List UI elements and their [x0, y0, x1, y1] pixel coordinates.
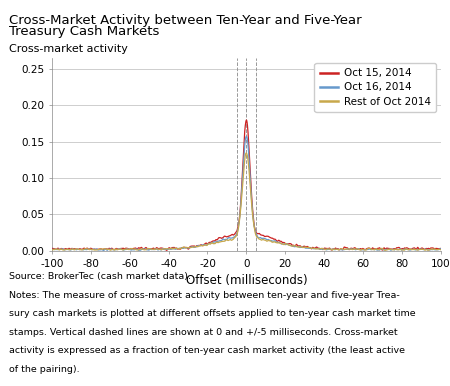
Rest of Oct 2014: [243, 151, 249, 155]
Oct 15, 2014: [228, 233, 234, 237]
Oct 16, 2014: [428, 247, 433, 252]
Text: Source: BrokerTec (cash market data).: Source: BrokerTec (cash market data).: [9, 272, 191, 281]
Oct 15, 2014: [438, 246, 444, 251]
Rest of Oct 2014: [428, 247, 433, 252]
Oct 16, 2014: [49, 247, 54, 252]
Text: stamps. Vertical dashed lines are shown at 0 and +/-5 milliseconds. Cross-market: stamps. Vertical dashed lines are shown …: [9, 328, 398, 337]
Oct 15, 2014: [428, 246, 433, 251]
Oct 16, 2014: [238, 195, 244, 200]
Oct 15, 2014: [427, 247, 432, 251]
Text: of the pairing).: of the pairing).: [9, 365, 80, 374]
Line: Oct 15, 2014: Oct 15, 2014: [52, 120, 441, 251]
Line: Oct 16, 2014: Oct 16, 2014: [52, 137, 441, 251]
Text: Cross-market activity: Cross-market activity: [9, 44, 128, 54]
Line: Rest of Oct 2014: Rest of Oct 2014: [52, 153, 441, 250]
Oct 16, 2014: [69, 247, 74, 252]
Oct 16, 2014: [438, 246, 444, 251]
Text: sury cash markets is plotted at different offsets applied to ten-year cash marke: sury cash markets is plotted at differen…: [9, 309, 416, 318]
Oct 15, 2014: [356, 247, 361, 252]
Rest of Oct 2014: [427, 247, 432, 252]
Oct 15, 2014: [69, 246, 74, 251]
Text: Notes: The measure of cross-market activity between ten-year and five-year Trea-: Notes: The measure of cross-market activ…: [9, 291, 400, 300]
Rest of Oct 2014: [356, 247, 361, 252]
Text: Cross-Market Activity between Ten-Year and Five-Year: Cross-Market Activity between Ten-Year a…: [9, 14, 362, 27]
Oct 16, 2014: [427, 247, 432, 252]
Oct 15, 2014: [244, 118, 249, 122]
Rest of Oct 2014: [228, 237, 234, 242]
Oct 16, 2014: [243, 134, 249, 139]
Oct 16, 2014: [101, 248, 106, 253]
Rest of Oct 2014: [49, 247, 54, 252]
Text: Treasury Cash Markets: Treasury Cash Markets: [9, 25, 159, 38]
Rest of Oct 2014: [69, 247, 74, 252]
Oct 16, 2014: [356, 247, 361, 251]
Rest of Oct 2014: [382, 248, 388, 252]
Oct 15, 2014: [164, 248, 169, 253]
Oct 15, 2014: [238, 193, 244, 197]
X-axis label: Offset (milliseconds): Offset (milliseconds): [185, 274, 307, 287]
Rest of Oct 2014: [238, 203, 244, 207]
Oct 16, 2014: [228, 236, 234, 240]
Text: activity is expressed as a fraction of ten-year cash market activity (the least : activity is expressed as a fraction of t…: [9, 346, 405, 355]
Rest of Oct 2014: [438, 247, 444, 252]
Legend: Oct 15, 2014, Oct 16, 2014, Rest of Oct 2014: Oct 15, 2014, Oct 16, 2014, Rest of Oct …: [315, 63, 436, 112]
Oct 15, 2014: [49, 246, 54, 251]
